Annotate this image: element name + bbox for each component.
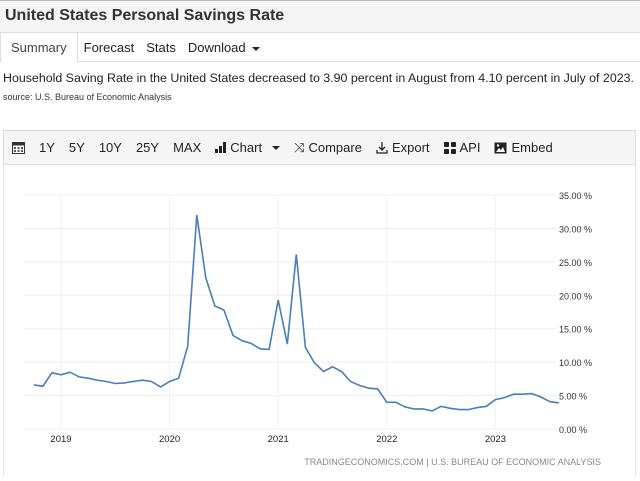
- page-title: United States Personal Savings Rate: [0, 0, 640, 33]
- y-tick-label: 30.00 %: [559, 224, 592, 234]
- embed-button[interactable]: Embed: [494, 140, 552, 155]
- x-tick-label: 2022: [376, 434, 397, 445]
- api-label: API: [460, 140, 481, 155]
- compare-button[interactable]: ⤨ Compare: [294, 140, 362, 156]
- y-tick-label: 35.00 %: [559, 191, 592, 201]
- calendar-icon[interactable]: [12, 141, 25, 154]
- export-label: Export: [392, 140, 430, 155]
- y-tick-label: 25.00 %: [559, 258, 592, 268]
- chart-toolbar: 1Y 5Y 10Y 25Y MAX Chart ⤨Compare Export …: [3, 130, 636, 165]
- image-icon: [494, 142, 507, 154]
- shuffle-icon: ⤨: [294, 140, 304, 156]
- download-label: Download: [188, 40, 246, 55]
- range-max-button[interactable]: MAX: [173, 140, 201, 155]
- chart-type-button[interactable]: Chart: [215, 140, 280, 155]
- download-icon: [376, 142, 388, 154]
- caret-down-icon: [252, 47, 260, 51]
- y-tick-label: 10.00 %: [559, 358, 592, 368]
- savings-rate-chart: 0.00 % 5.00 % 10.00 % 15.00 % 20.00 % 25.00 %…: [4, 165, 635, 476]
- range-25y-button[interactable]: 25Y: [136, 140, 159, 155]
- x-tick-label: 2023: [485, 434, 506, 445]
- description: Household Saving Rate in the United Stat…: [3, 71, 637, 86]
- x-tick-label: 2019: [50, 434, 71, 445]
- chart-credit: TRADINGECONOMICS.COM | U.S. BUREAU OF EC…: [304, 457, 601, 467]
- range-10y-button[interactable]: 10Y: [99, 140, 122, 155]
- chart-label: Chart: [230, 140, 262, 155]
- x-tick-label: 2020: [159, 434, 180, 445]
- series-line: [34, 215, 559, 411]
- y-tick-label: 0.00 %: [559, 425, 587, 435]
- tab-bar: Summary Forecast Stats Download: [0, 33, 640, 62]
- range-5y-button[interactable]: 5Y: [69, 140, 85, 155]
- tab-stats[interactable]: Stats: [140, 33, 182, 61]
- compare-label: Compare: [308, 140, 361, 155]
- tab-forecast[interactable]: Forecast: [78, 33, 141, 61]
- source-note: source: U.S. Bureau of Economic Analysis: [3, 92, 172, 102]
- api-button[interactable]: API: [444, 140, 481, 155]
- y-tick-label: 20.00 %: [559, 291, 592, 301]
- tab-download[interactable]: Download: [182, 33, 266, 61]
- y-tick-label: 5.00 %: [559, 392, 587, 402]
- export-button[interactable]: Export: [376, 140, 430, 155]
- bar-chart-icon: [215, 142, 226, 153]
- embed-label: Embed: [511, 140, 552, 155]
- range-1y-button[interactable]: 1Y: [39, 140, 55, 155]
- chart-area: 0.00 % 5.00 % 10.00 % 15.00 % 20.00 % 25.00 %…: [3, 165, 636, 476]
- y-tick-label: 15.00 %: [559, 325, 592, 335]
- grid-icon: [444, 142, 456, 154]
- x-tick-label: 2021: [268, 434, 289, 445]
- tab-summary[interactable]: Summary: [0, 33, 78, 62]
- caret-down-icon: [272, 146, 280, 150]
